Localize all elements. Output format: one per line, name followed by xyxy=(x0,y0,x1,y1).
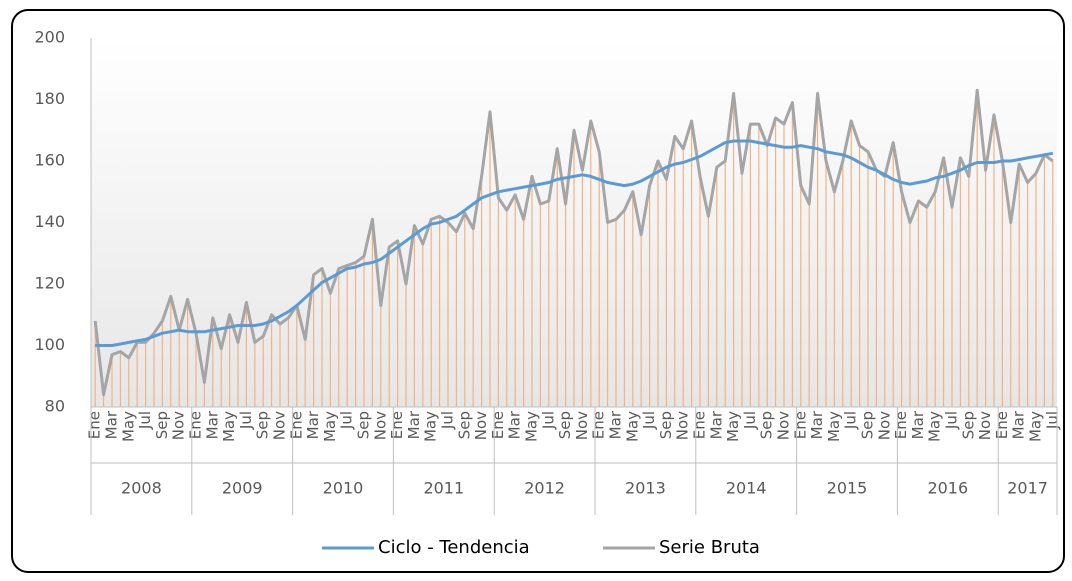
x-tick-label: Jul xyxy=(1043,411,1061,430)
x-tick-label: Sep xyxy=(556,411,574,439)
series-line xyxy=(93,88,1054,397)
x-tick-label: May xyxy=(119,411,137,442)
year-label: 2011 xyxy=(423,479,464,498)
x-tick-label: Nov xyxy=(976,411,994,440)
x-tick-label: May xyxy=(926,411,944,442)
x-tick-label: Nov xyxy=(573,411,591,440)
year-label: 2012 xyxy=(524,479,565,498)
year-label: 2008 xyxy=(121,479,162,498)
x-tick-label: Ene xyxy=(388,411,406,439)
x-tick-label: Ene xyxy=(187,411,205,439)
y-tick-label: 80 xyxy=(45,397,65,416)
year-label: 2013 xyxy=(625,479,666,498)
x-tick-label: Nov xyxy=(775,411,793,440)
x-tick-label: Sep xyxy=(254,411,272,439)
year-label: 2010 xyxy=(323,479,364,498)
year-label: 2009 xyxy=(222,479,263,498)
x-tick-label: May xyxy=(422,411,440,442)
y-tick-label: 140 xyxy=(34,212,65,231)
x-tick-label: Mar xyxy=(909,410,927,439)
x-tick-label: Jul xyxy=(943,411,961,430)
series-line xyxy=(95,139,1054,347)
year-label: 2015 xyxy=(827,479,868,498)
x-tick-label: Ene xyxy=(691,411,709,439)
y-tick-label: 160 xyxy=(34,151,65,170)
y-tick-label: 120 xyxy=(34,274,65,293)
x-tick-label: May xyxy=(321,411,339,442)
x-tick-label: Mar xyxy=(506,410,524,439)
y-tick-label: 200 xyxy=(34,28,65,47)
x-tick-label: Jul xyxy=(842,411,860,430)
x-tick-label: Sep xyxy=(859,411,877,439)
x-tick-label: May xyxy=(220,411,238,442)
x-tick-label: Nov xyxy=(875,411,893,440)
x-tick-label: Mar xyxy=(103,410,121,439)
x-tick-label: Nov xyxy=(674,411,692,440)
x-tick-label: Sep xyxy=(657,411,675,439)
x-tick-label: Ene xyxy=(892,411,910,439)
x-tick-label: Ene xyxy=(791,411,809,439)
x-tick-label: May xyxy=(1027,411,1045,442)
x-tick-label: Ene xyxy=(287,411,305,439)
x-tick-label: Nov xyxy=(170,411,188,440)
legend-label: Ciclo - Tendencia xyxy=(378,537,530,558)
legend-label: Serie Bruta xyxy=(659,537,760,558)
x-tick-label: May xyxy=(724,411,742,442)
x-tick-label: May xyxy=(523,411,541,442)
x-tick-label: Nov xyxy=(371,411,389,440)
x-tick-label: Ene xyxy=(86,411,104,439)
x-tick-label: Mar xyxy=(607,410,625,439)
year-label: 2014 xyxy=(726,479,767,498)
x-tick-label: Sep xyxy=(355,411,373,439)
x-tick-label: Ene xyxy=(590,411,608,439)
x-tick-label: Mar xyxy=(1010,410,1028,439)
x-tick-label: Ene xyxy=(993,411,1011,439)
x-tick-label: Mar xyxy=(304,410,322,439)
x-tick-label: Jul xyxy=(237,411,255,430)
x-tick-label: Sep xyxy=(153,411,171,439)
x-tick-label: May xyxy=(825,411,843,442)
year-label: 2016 xyxy=(927,479,968,498)
x-tick-label: Sep xyxy=(758,411,776,439)
y-tick-label: 180 xyxy=(34,89,65,108)
year-label: 2017 xyxy=(1007,479,1048,498)
x-tick-label: Jul xyxy=(439,411,457,430)
x-tick-label: Mar xyxy=(808,410,826,439)
x-tick-label: Jul xyxy=(539,411,557,430)
x-tick-label: Nov xyxy=(472,411,490,440)
x-tick-label: Jul xyxy=(136,411,154,430)
x-tick-label: Ene xyxy=(489,411,507,439)
x-tick-label: Sep xyxy=(455,411,473,439)
x-tick-label: Jul xyxy=(338,411,356,430)
x-tick-label: Mar xyxy=(405,410,423,439)
x-tick-label: May xyxy=(623,411,641,442)
x-tick-label: Sep xyxy=(959,411,977,439)
x-tick-label: Mar xyxy=(203,410,221,439)
x-tick-label: Jul xyxy=(741,411,759,430)
x-tick-label: Jul xyxy=(640,411,658,430)
x-tick-label: Mar xyxy=(707,410,725,439)
y-tick-label: 100 xyxy=(34,335,65,354)
x-tick-label: Nov xyxy=(271,411,289,440)
